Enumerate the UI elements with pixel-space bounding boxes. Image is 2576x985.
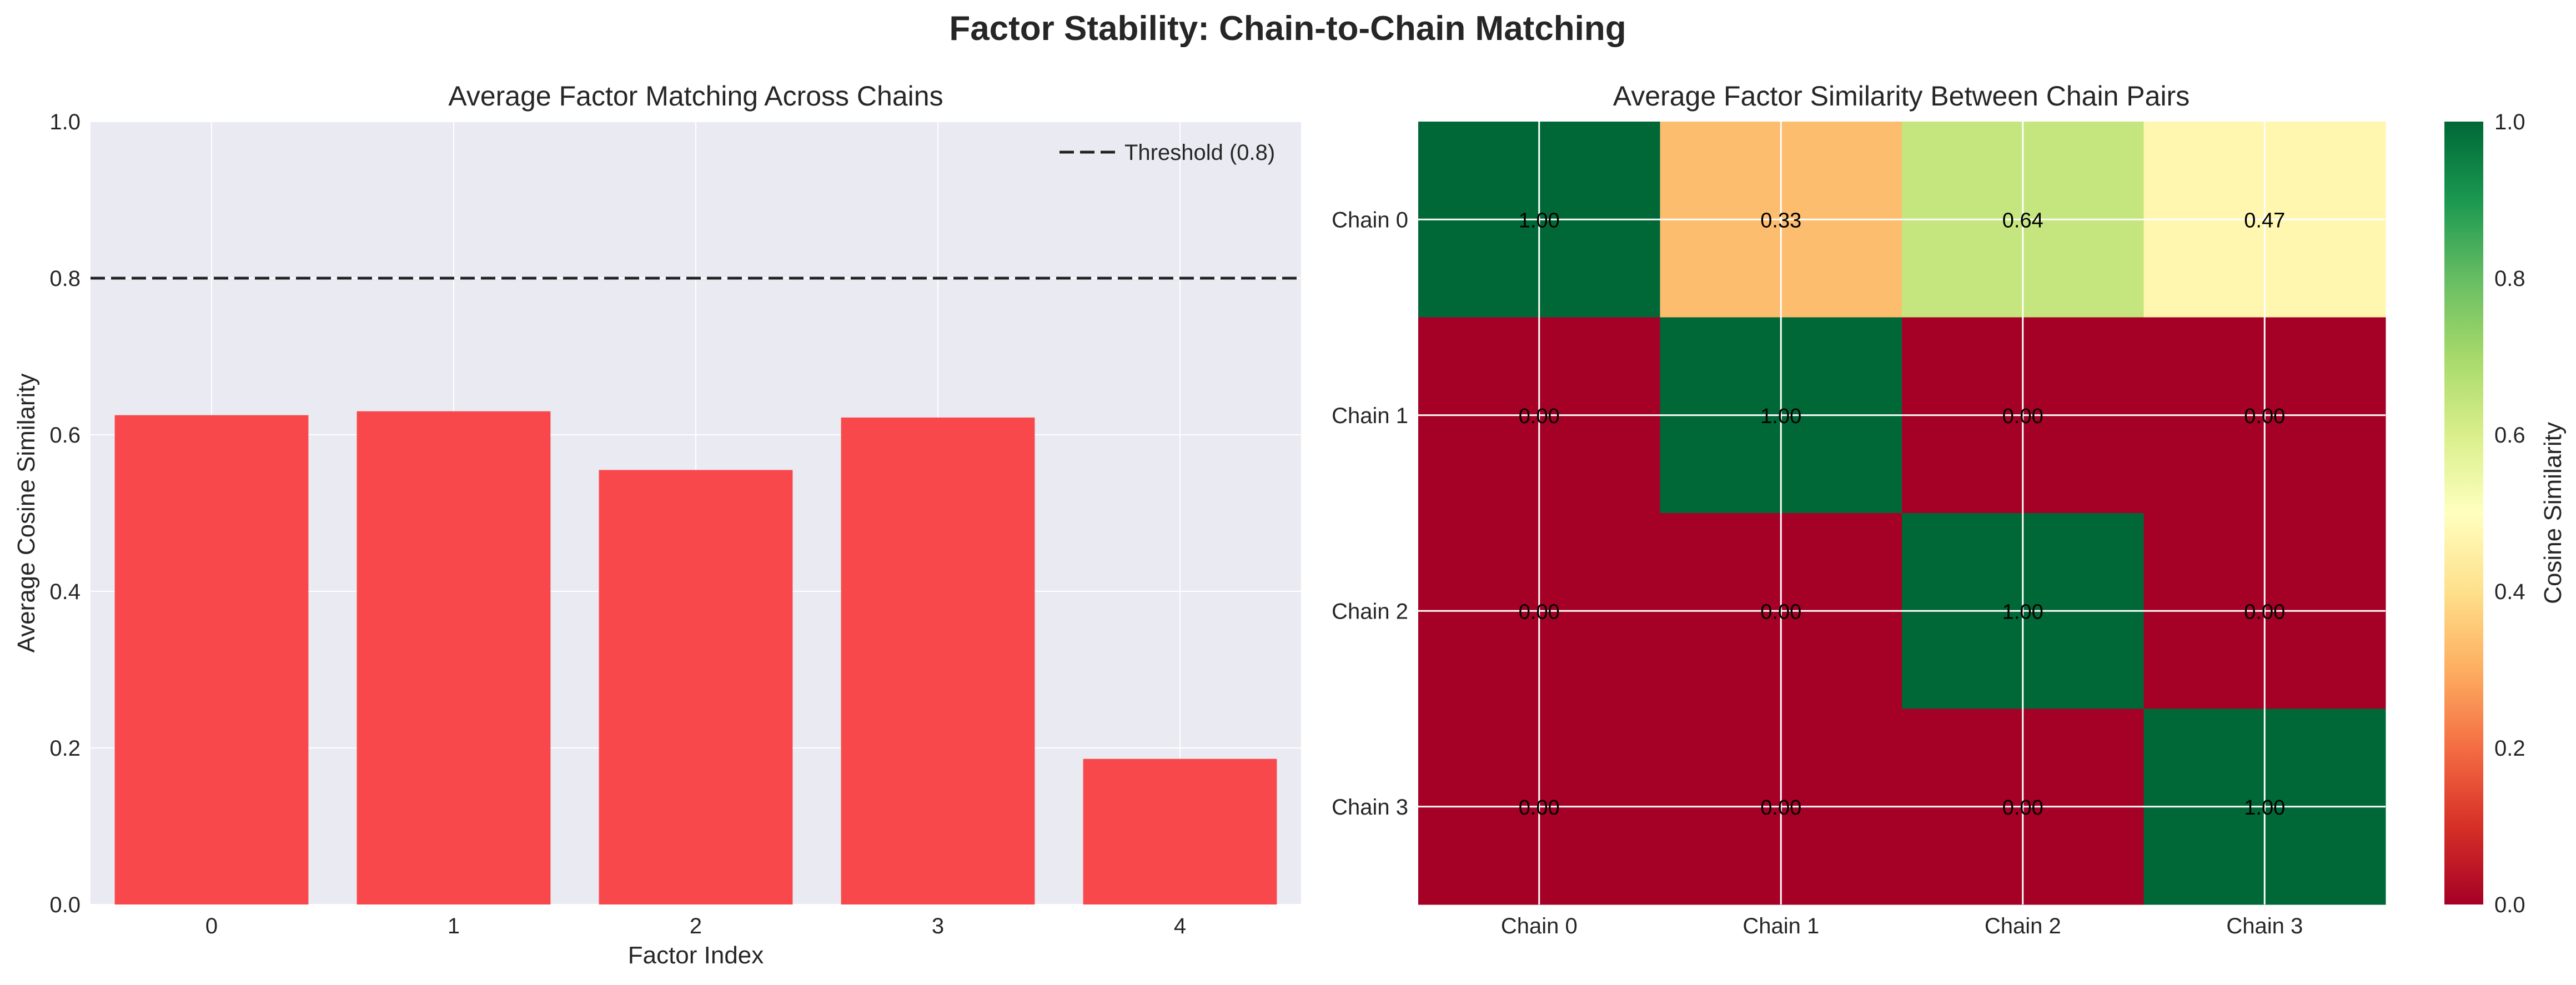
- heatmap-cell-value: 0.64: [2002, 209, 2043, 232]
- colorbar-tick-label: 0.4: [2494, 580, 2525, 604]
- heatmap-cell-value: 0.00: [1519, 600, 1560, 624]
- bar-y-axis-label: Average Cosine Similarity: [13, 374, 40, 653]
- heatmap-cell-value: 0.00: [1760, 600, 1801, 624]
- bar: [356, 411, 551, 904]
- bar-y-tick-label: 0.8: [49, 267, 81, 291]
- heatmap-cell-value: 0.00: [1519, 796, 1560, 820]
- heatmap-row-label: Chain 3: [1332, 795, 1408, 820]
- heatmap-col-label: Chain 1: [1743, 914, 1819, 938]
- bar-y-tick-label: 0.0: [49, 893, 81, 917]
- heatmap-chart: Average Factor Similarity Between Chain …: [1332, 81, 2567, 938]
- figure-title: Factor Stability: Chain-to-Chain Matchin…: [949, 9, 1626, 48]
- heatmap-cell-value: 0.00: [1760, 796, 1801, 820]
- bar-x-tick-label: 0: [205, 914, 218, 938]
- bar: [841, 417, 1035, 904]
- colorbar-label: Cosine Similarity: [2539, 422, 2567, 604]
- bar-y-tick-label: 0.6: [49, 423, 81, 448]
- colorbar-tick-label: 0.8: [2494, 267, 2525, 291]
- bar-y-tick-label: 0.2: [49, 736, 81, 761]
- heatmap-row-label: Chain 1: [1332, 404, 1408, 428]
- heatmap-cells: [1418, 122, 2386, 905]
- bar-y-tick-label: 1.0: [49, 110, 81, 134]
- heatmap-cell-value: 0.00: [2244, 405, 2285, 428]
- heatmap-cell-value: 1.00: [1760, 405, 1801, 428]
- heatmap-title: Average Factor Similarity Between Chain …: [1613, 81, 2190, 112]
- colorbar-tick-label: 1.0: [2494, 110, 2525, 134]
- heatmap-cell-value: 1.00: [1519, 209, 1560, 232]
- bar: [599, 470, 793, 904]
- bar-y-ticks: 0.0 0.2 0.4 0.6 0.8 1.0: [49, 110, 81, 917]
- heatmap-cell-value: 0.00: [1519, 405, 1560, 428]
- colorbar-tick-label: 0.0: [2494, 893, 2525, 917]
- heatmap-cell-value: 1.00: [2244, 796, 2285, 820]
- colorbar: 0.0 0.2 0.4 0.6 0.8 1.0 Cosine Similarity: [2444, 110, 2567, 917]
- heatmap-cell-value: 0.47: [2244, 209, 2285, 232]
- bar-y-tick-label: 0.4: [49, 580, 81, 604]
- heatmap-col-label: Chain 3: [2226, 914, 2303, 938]
- colorbar-gradient: [2444, 122, 2483, 904]
- heatmap-col-ticks: Chain 0 Chain 1 Chain 2 Chain 3: [1501, 914, 2303, 938]
- heatmap-cell-value: 0.00: [2244, 600, 2285, 624]
- colorbar-tick-label: 0.2: [2494, 736, 2525, 761]
- bar-legend: Threshold (0.8): [1059, 140, 1275, 165]
- heatmap-row-label: Chain 2: [1332, 599, 1408, 624]
- bar-x-tick-label: 4: [1174, 914, 1186, 938]
- bar-chart-title: Average Factor Matching Across Chains: [448, 81, 943, 112]
- heatmap-cell-value: 0.00: [2002, 796, 2043, 820]
- heatmap-col-label: Chain 0: [1501, 914, 1578, 938]
- colorbar-ticks: 0.0 0.2 0.4 0.6 0.8 1.0: [2494, 110, 2525, 917]
- bar-x-ticks: 0 1 2 3 4: [205, 914, 1186, 938]
- colorbar-tick-label: 0.6: [2494, 423, 2525, 448]
- bar: [1083, 758, 1277, 904]
- heatmap-cell-value: 0.00: [2002, 405, 2043, 428]
- heatmap-cell-value: 1.00: [2002, 600, 2043, 624]
- heatmap-row-ticks: Chain 0 Chain 1 Chain 2 Chain 3: [1332, 208, 1408, 820]
- bar-x-tick-label: 2: [690, 914, 702, 938]
- bars: [114, 411, 1277, 904]
- heatmap-cell-value: 0.33: [1760, 209, 1801, 232]
- heatmap-cell-labels: 1.00 0.33 0.64 0.47 0.00 1.00 0.00 0.00 0.00 0.00…: [1519, 209, 2285, 820]
- legend-threshold-label: Threshold (0.8): [1124, 140, 1275, 165]
- heatmap-row-label: Chain 0: [1332, 208, 1408, 232]
- bar-x-tick-label: 3: [932, 914, 944, 938]
- bar-x-axis-label: Factor Index: [628, 942, 764, 969]
- bar: [114, 415, 309, 904]
- bar-x-tick-label: 1: [448, 914, 460, 938]
- heatmap-grid: [1418, 122, 2386, 904]
- heatmap-col-label: Chain 2: [1985, 914, 2061, 938]
- bar-chart: Average Factor Matching Across Chains 0.…: [13, 81, 1301, 969]
